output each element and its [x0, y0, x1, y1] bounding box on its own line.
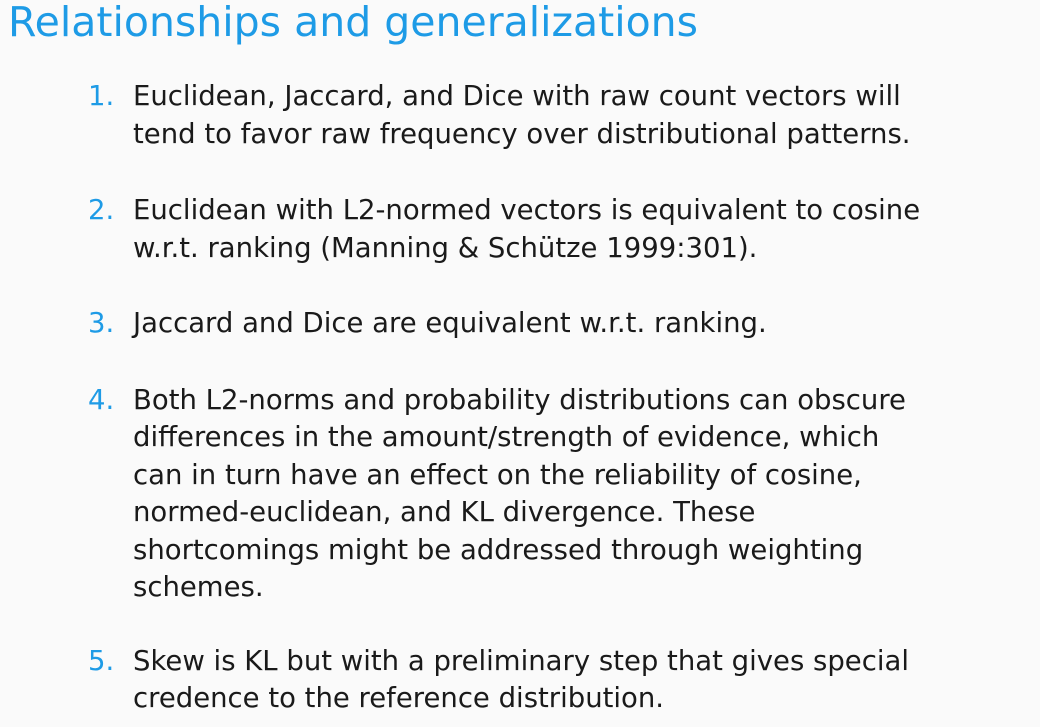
- numbered-list: 1. Euclidean, Jaccard, and Dice with raw…: [88, 78, 1033, 718]
- list-item-number: 1.: [88, 80, 115, 112]
- list-item-number: 3.: [88, 307, 115, 339]
- list-item-number: 2.: [88, 194, 115, 226]
- list-item: 5. Skew is KL but with a preliminary ste…: [88, 643, 1033, 718]
- list-item-text: Euclidean, Jaccard, and Dice with raw co…: [133, 80, 911, 150]
- list-item-text: Skew is KL but with a preliminary step t…: [133, 644, 909, 715]
- list-item: 1. Euclidean, Jaccard, and Dice with raw…: [88, 78, 1033, 153]
- list-item-text: Euclidean with L2-normed vectors is equi…: [133, 194, 921, 264]
- slide-title: Relationships and generalizations: [8, 0, 699, 46]
- list-item: 4. Both L2-norms and probability distrib…: [88, 382, 1033, 607]
- list-item-number: 4.: [88, 383, 115, 416]
- list-item-text: Jaccard and Dice are equivalent w.r.t. r…: [133, 307, 767, 339]
- list-item: 2. Euclidean with L2-normed vectors is e…: [88, 192, 1033, 267]
- list-item: 3. Jaccard and Dice are equivalent w.r.t…: [88, 305, 1033, 343]
- list-item-text: Both L2-norms and probability distributi…: [133, 383, 906, 604]
- list-item-number: 5.: [88, 644, 115, 677]
